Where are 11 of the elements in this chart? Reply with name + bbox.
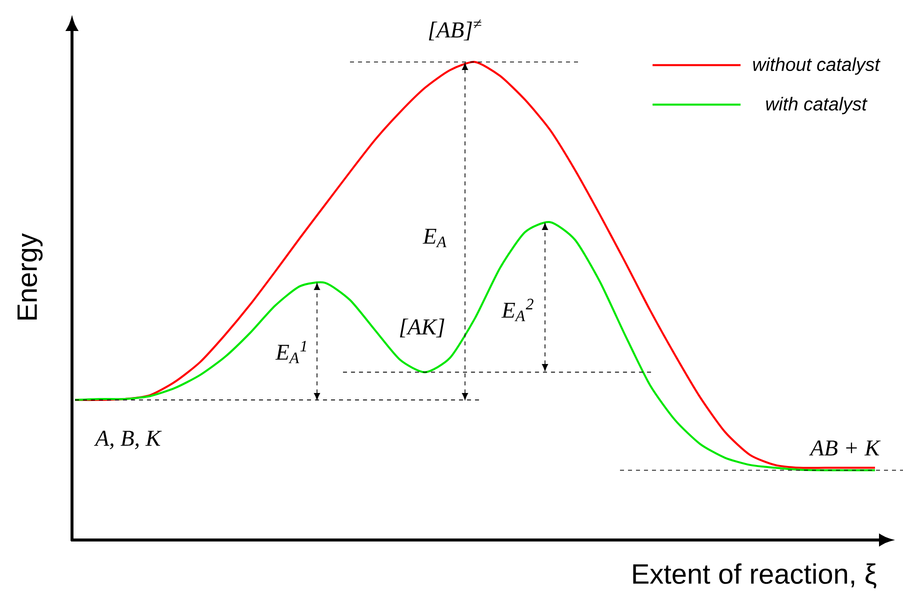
annotation: E$_{A}$1 <box>275 340 306 364</box>
annotation: A, B, K <box>94 430 162 450</box>
y-axis-title: Energy <box>18 233 43 320</box>
annotation: E$_{A}$ <box>422 228 446 248</box>
annotation: E$_{A}$2 <box>501 298 534 322</box>
legend-label: with catalyst <box>766 96 868 114</box>
annotation: [AK] <box>400 318 444 338</box>
x-axis-title: Extent of reaction, ξ <box>633 563 876 588</box>
annotation: AB + K <box>809 440 881 456</box>
legend-label: without catalyst <box>753 57 880 75</box>
text: [AB]$^{≠}$ <box>428 20 482 40</box>
